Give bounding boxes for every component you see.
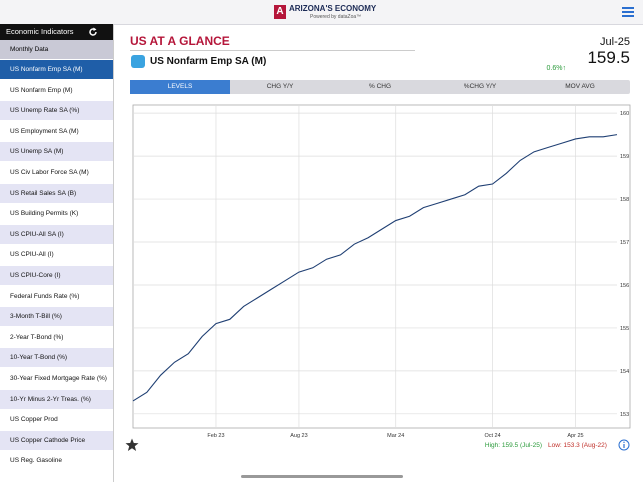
indicator-item[interactable]: 10-Year T-Bond (%) [0,348,113,369]
indicator-item[interactable]: US Copper Cathode Price [0,430,113,451]
indicator-item[interactable]: US Civ Labor Force SA (M) [0,163,113,183]
y-tick-label: 154 [620,369,629,375]
indicator-item[interactable]: US Retail Sales SA (B) [0,183,113,204]
x-tick-label: Aug 23 [290,433,307,439]
y-tick-label: 153 [620,412,629,418]
page-title: US AT A GLANCE [130,34,230,48]
x-tick-label: Mar 24 [387,433,404,439]
indicator-item[interactable]: US CPIU-All SA (I) [0,224,113,245]
sidebar: Economic Indicators Monthly Data US Nonf… [0,24,114,482]
tab[interactable]: MOV AVG [565,83,595,90]
indicator-item[interactable]: 2-Year T-Bond (%) [0,328,113,348]
section-header: Monthly Data [0,40,113,59]
indicator-item[interactable]: US Nonfarm Emp (M) [0,81,113,101]
indicator-item[interactable]: US Reg. Gasoline [0,451,113,472]
tab-bar [130,80,630,94]
indicator-item[interactable]: US CPIU-All (I) [0,245,113,266]
plot-frame [132,104,631,429]
app-title: ARIZONA'S ECONOMY [289,4,377,13]
indicator-item[interactable]: US CPIU-Core (I) [0,266,113,286]
top-bar: A ARIZONA'S ECONOMY Powered by dataZoa™ [0,0,643,25]
low-label: Low: 153.3 (Aug-22) [548,442,607,449]
divider [130,50,415,51]
high-label: High: 159.5 (Jul-25) [484,442,542,449]
y-tick-label: 158 [620,197,629,203]
indicator-item[interactable]: 3-Month T-Bill (%) [0,307,113,328]
sidebar-title-text: Economic Indicators [6,27,74,36]
y-tick-label: 155 [620,326,629,332]
refresh-button[interactable] [88,27,98,37]
indicator-item[interactable]: US Nonfarm Emp SA (M) [0,60,113,80]
x-tick-label: Apr 25 [567,433,583,439]
latest-value: 159.5 [587,48,630,67]
home-indicator [241,475,403,478]
y-tick-label: 159 [620,154,629,160]
logo: A [274,5,286,19]
series-name: US Nonfarm Emp SA (M) [150,56,267,67]
series-icon [131,55,145,68]
latest-change: 0.6%↑ [546,65,566,72]
y-tick-label: 156 [620,283,629,289]
favorite-button[interactable] [125,438,139,452]
indicator-item[interactable]: US Employment SA (M) [0,122,113,142]
latest-date: Jul-25 [600,36,630,48]
indicator-item[interactable]: US Unemp Rate SA (%) [0,101,113,122]
x-tick-label: Oct 24 [484,433,500,439]
tab[interactable]: %CHG Y/Y [463,83,497,90]
indicator-item[interactable]: US Unemp SA (M) [0,142,113,163]
sidebar-title: Economic Indicators [0,24,113,40]
tab[interactable]: % CHG [368,83,392,90]
tab[interactable]: CHG Y/Y [266,83,294,90]
y-tick-label: 157 [620,240,629,246]
indicator-item[interactable]: US Building Permits (K) [0,204,113,225]
indicator-item[interactable]: 10-Yr Minus 2-Yr Treas. (%) [0,389,113,410]
app-subtitle: Powered by dataZoa™ [310,14,362,20]
x-tick-label: Feb 23 [207,433,224,439]
info-button[interactable] [618,439,630,451]
tab[interactable]: LEVELS [130,80,230,94]
indicator-item[interactable]: Federal Funds Rate (%) [0,287,113,307]
menu-button[interactable] [622,7,634,17]
data-line [132,134,618,402]
indicator-item[interactable]: 30-Year Fixed Mortgage Rate (%) [0,369,113,389]
y-tick-label: 160 [620,111,629,117]
indicator-item[interactable]: US Copper Prod [0,410,113,431]
